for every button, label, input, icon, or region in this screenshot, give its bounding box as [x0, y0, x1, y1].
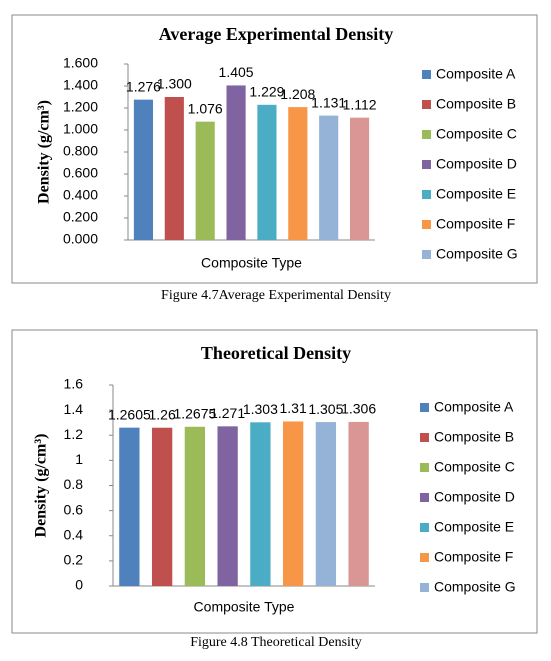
bar [257, 104, 277, 240]
legend-swatch [422, 130, 431, 139]
data-label: 1.300 [157, 76, 192, 92]
y-tick-label: 0.4 [64, 526, 84, 542]
legend-swatch [420, 553, 429, 562]
bar [184, 426, 206, 586]
figure-caption: Figure 4.8 Theoretical Density [190, 635, 362, 650]
legend-label: Composite F [436, 216, 515, 232]
legend-swatch [422, 190, 431, 199]
legend-label: Composite D [436, 156, 517, 172]
data-label: 1.276 [126, 78, 161, 94]
y-tick-label: 1.000 [63, 121, 98, 137]
chart-title: Theoretical Density [201, 343, 351, 363]
x-axis-label: Composite Type [201, 255, 302, 271]
legend-swatch [420, 523, 429, 532]
legend-swatch [422, 70, 431, 79]
data-label: 1.405 [219, 64, 254, 80]
chart-frame [11, 329, 538, 634]
legend-label: Composite B [436, 96, 516, 112]
legend-label: Composite C [434, 459, 515, 475]
legend-swatch [420, 463, 429, 472]
legend-swatch [420, 583, 429, 592]
y-axis-label: Density (g/cm³) [36, 100, 53, 204]
y-axis-label: Density (g/cm³) [33, 434, 50, 538]
data-label: 1.2675 [173, 405, 216, 421]
y-tick-label: 0.8 [64, 476, 84, 492]
legend-label: Composite B [434, 429, 514, 445]
data-label: 1.271 [210, 405, 245, 421]
legend-swatch [420, 433, 429, 442]
bar [226, 85, 246, 240]
y-tick-label: 1.200 [63, 99, 98, 115]
legend-swatch [420, 403, 429, 412]
y-tick-label: 1.600 [63, 55, 98, 71]
y-tick-label: 0.6 [64, 501, 84, 517]
y-tick-label: 0.600 [63, 165, 98, 181]
legend-label: Composite F [434, 549, 513, 565]
chart-frame [11, 14, 538, 284]
legend-label: Composite A [436, 66, 516, 82]
legend-label: Composite C [436, 126, 517, 142]
bar [288, 107, 308, 241]
data-label: 1.305 [308, 401, 343, 417]
data-label: 1.076 [188, 100, 223, 116]
y-tick-label: 1.4 [64, 401, 84, 417]
data-label: 1.229 [249, 84, 284, 100]
bar [195, 121, 215, 240]
y-tick-label: 0.800 [63, 143, 98, 159]
bar [151, 427, 173, 586]
legend-label: Composite G [436, 246, 518, 262]
legend-swatch [422, 220, 431, 229]
legend-label: Composite E [436, 186, 516, 202]
y-tick-label: 0.400 [63, 187, 98, 203]
bar [217, 426, 238, 586]
data-label: 1.208 [280, 86, 315, 102]
y-tick-label: 0.200 [63, 209, 98, 225]
figure-caption: Figure 4.7Average Experimental Density [161, 288, 391, 303]
y-tick-label: 1.400 [63, 77, 98, 93]
legend-swatch [420, 493, 429, 502]
legend-label: Composite D [434, 489, 515, 505]
bar [348, 421, 369, 586]
x-axis-label: Composite Type [194, 599, 295, 615]
data-label: 1.112 [343, 96, 377, 112]
bar [133, 99, 154, 240]
bar [119, 427, 140, 586]
y-tick-label: 0 [75, 577, 83, 593]
y-tick-label: 1.6 [64, 376, 84, 392]
legend-swatch [422, 100, 431, 109]
legend-swatch [422, 250, 431, 259]
y-tick-label: 1.2 [64, 426, 84, 442]
data-label: 1.2605 [108, 406, 151, 422]
bar [164, 97, 184, 240]
chart-title: Average Experimental Density [159, 24, 394, 44]
bar [319, 115, 339, 240]
legend-swatch [422, 160, 431, 169]
y-tick-label: 0.2 [64, 552, 84, 568]
y-tick-label: 0.000 [63, 231, 98, 247]
legend-label: Composite E [434, 519, 514, 535]
bar [315, 422, 337, 586]
data-label: 1.306 [341, 401, 376, 417]
data-label: 1.31 [280, 400, 307, 416]
bar [282, 421, 304, 586]
data-label: 1.26 [149, 406, 176, 422]
y-tick-label: 1 [75, 451, 83, 467]
bar [349, 117, 370, 240]
data-label: 1.303 [243, 401, 278, 417]
data-label: 1.131 [311, 94, 346, 110]
legend-label: Composite G [434, 579, 516, 595]
legend-label: Composite A [434, 399, 514, 415]
bar [250, 422, 271, 586]
